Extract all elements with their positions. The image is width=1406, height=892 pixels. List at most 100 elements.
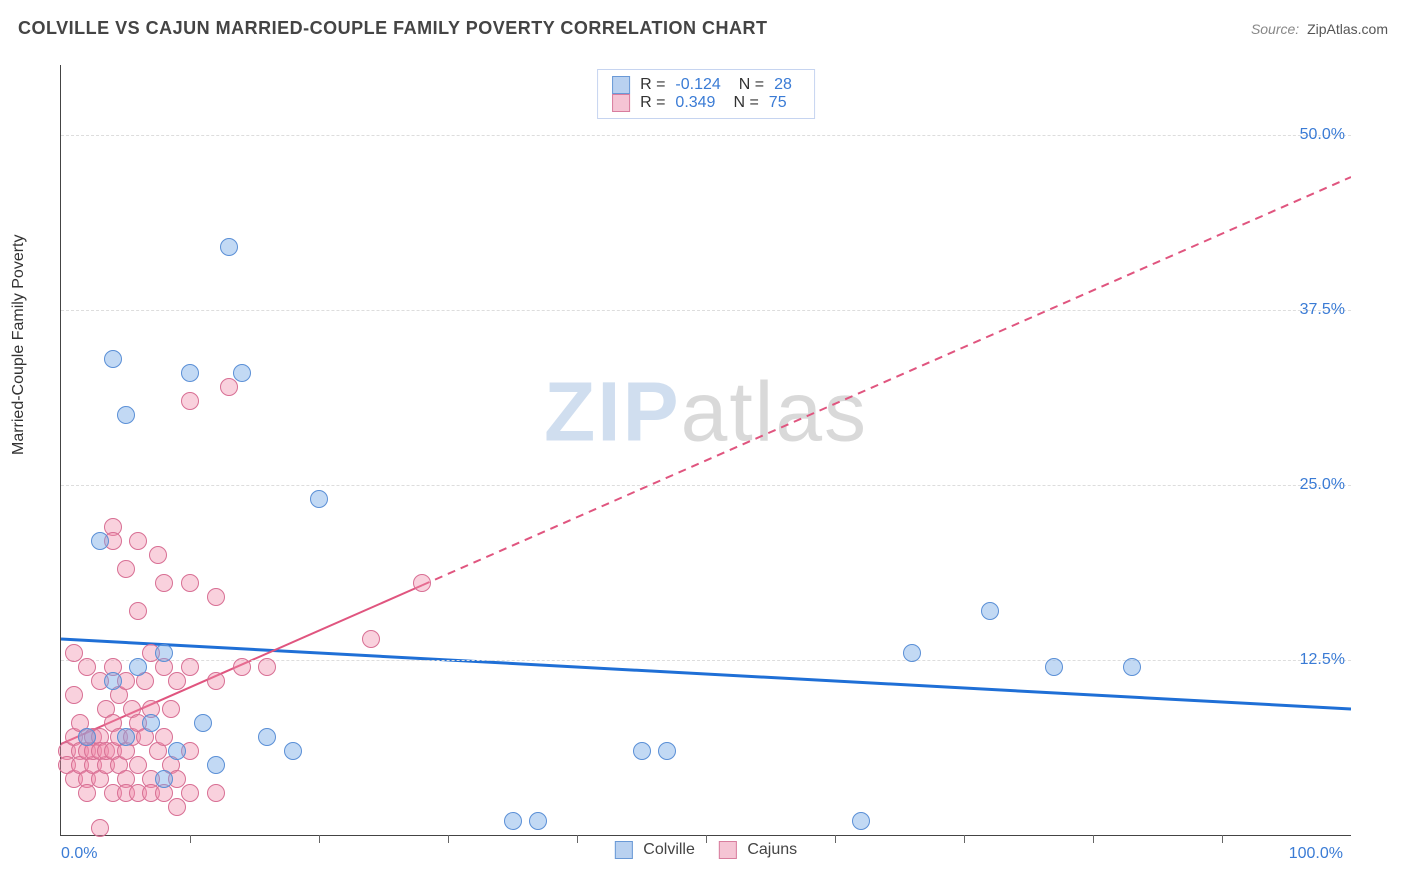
scatter-point-colville (852, 812, 870, 830)
scatter-point-colville (981, 602, 999, 620)
gridline-y-label: 50.0% (1300, 126, 1345, 144)
watermark-atlas: atlas (681, 364, 868, 458)
chart-container: Married-Couple Family Poverty ZIPatlas R… (20, 55, 1380, 855)
scatter-point-colville (117, 728, 135, 746)
scatter-point-cajuns (65, 686, 83, 704)
scatter-point-cajuns (91, 819, 109, 837)
scatter-point-cajuns (129, 532, 147, 550)
scatter-point-colville (310, 490, 328, 508)
scatter-point-colville (258, 728, 276, 746)
y-axis-label: Married-Couple Family Poverty (10, 234, 28, 455)
scatter-point-cajuns (207, 672, 225, 690)
trend-lines-svg (61, 65, 1351, 835)
scatter-point-cajuns (168, 798, 186, 816)
legend-row-cajuns: R = 0.349 N = 75 (612, 94, 800, 112)
scatter-point-colville (117, 406, 135, 424)
x-axis-start-label: 0.0% (61, 845, 97, 863)
scatter-point-colville (194, 714, 212, 732)
gridline-y (61, 485, 1351, 486)
scatter-point-cajuns (413, 574, 431, 592)
scatter-point-colville (181, 364, 199, 382)
legend-n-label: N = (733, 94, 758, 112)
scatter-point-colville (220, 238, 238, 256)
scatter-point-colville (155, 644, 173, 662)
scatter-point-colville (233, 364, 251, 382)
scatter-point-colville (529, 812, 547, 830)
chart-header: COLVILLE VS CAJUN MARRIED-COUPLE FAMILY … (18, 18, 1388, 39)
scatter-point-cajuns (181, 392, 199, 410)
legend-r-label: R = (640, 94, 665, 112)
x-tick (1222, 835, 1223, 843)
scatter-point-colville (504, 812, 522, 830)
plot-area: ZIPatlas R = -0.124 N = 28 R = 0.349 N =… (60, 65, 1351, 836)
x-tick (190, 835, 191, 843)
scatter-point-colville (1045, 658, 1063, 676)
scatter-point-cajuns (162, 700, 180, 718)
scatter-point-colville (104, 672, 122, 690)
source-label: Source: (1251, 21, 1299, 37)
source-value: ZipAtlas.com (1307, 21, 1388, 37)
legend-label-cajuns: Cajuns (747, 841, 797, 858)
x-tick (706, 835, 707, 843)
legend-label-colville: Colville (643, 841, 695, 858)
x-tick (319, 835, 320, 843)
scatter-point-cajuns (181, 784, 199, 802)
watermark: ZIPatlas (544, 363, 868, 460)
scatter-point-colville (142, 714, 160, 732)
scatter-point-colville (78, 728, 96, 746)
scatter-point-colville (903, 644, 921, 662)
watermark-zip: ZIP (544, 364, 681, 458)
scatter-point-cajuns (168, 672, 186, 690)
scatter-point-cajuns (181, 574, 199, 592)
trend-line (61, 639, 1351, 709)
chart-source: Source: ZipAtlas.com (1251, 21, 1388, 37)
scatter-point-cajuns (155, 574, 173, 592)
gridline-y (61, 135, 1351, 136)
x-tick (448, 835, 449, 843)
scatter-point-colville (658, 742, 676, 760)
gridline-y-label: 37.5% (1300, 301, 1345, 319)
chart-title: COLVILLE VS CAJUN MARRIED-COUPLE FAMILY … (18, 18, 768, 39)
scatter-point-colville (168, 742, 186, 760)
legend-swatch-colville-b (615, 841, 633, 859)
legend-series-box: Colville Cajuns (615, 841, 797, 859)
gridline-y-label: 25.0% (1300, 476, 1345, 494)
x-tick (964, 835, 965, 843)
scatter-point-colville (284, 742, 302, 760)
x-tick (577, 835, 578, 843)
legend-item-cajuns: Cajuns (719, 841, 797, 859)
legend-r-value-colville: -0.124 (675, 76, 720, 94)
scatter-point-cajuns (181, 658, 199, 676)
legend-swatch-cajuns-b (719, 841, 737, 859)
scatter-point-colville (633, 742, 651, 760)
scatter-point-colville (91, 532, 109, 550)
scatter-point-colville (155, 770, 173, 788)
scatter-point-cajuns (233, 658, 251, 676)
scatter-point-cajuns (258, 658, 276, 676)
legend-n-label: N = (739, 76, 764, 94)
legend-r-value-cajuns: 0.349 (675, 94, 715, 112)
scatter-point-colville (129, 658, 147, 676)
x-tick (1093, 835, 1094, 843)
x-axis-end-label: 100.0% (1289, 845, 1343, 863)
legend-swatch-colville (612, 76, 630, 94)
x-tick (835, 835, 836, 843)
scatter-point-cajuns (207, 784, 225, 802)
scatter-point-colville (1123, 658, 1141, 676)
scatter-point-cajuns (220, 378, 238, 396)
legend-n-value-colville: 28 (774, 76, 792, 94)
legend-item-colville: Colville (615, 841, 695, 859)
scatter-point-colville (104, 350, 122, 368)
trend-line (422, 177, 1351, 585)
legend-correlation-box: R = -0.124 N = 28 R = 0.349 N = 75 (597, 69, 815, 119)
gridline-y-label: 12.5% (1300, 651, 1345, 669)
scatter-point-cajuns (362, 630, 380, 648)
scatter-point-cajuns (78, 784, 96, 802)
legend-swatch-cajuns (612, 94, 630, 112)
scatter-point-cajuns (149, 546, 167, 564)
scatter-point-cajuns (129, 602, 147, 620)
scatter-point-cajuns (207, 588, 225, 606)
gridline-y (61, 310, 1351, 311)
legend-r-label: R = (640, 76, 665, 94)
scatter-point-cajuns (117, 560, 135, 578)
